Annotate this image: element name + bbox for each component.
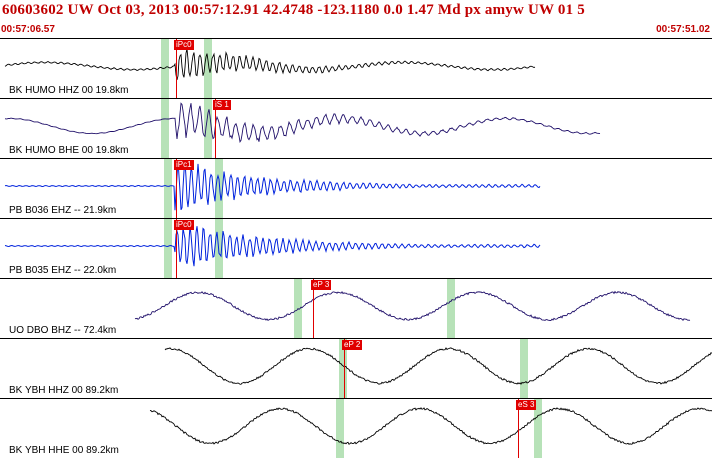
waveform-trace [134,290,691,322]
waveform-line [4,102,601,143]
waveform-line [4,161,541,211]
phase-pick-label[interactable]: iPc1 [174,160,194,170]
waveform-line [134,290,691,322]
phase-pick-line[interactable] [176,159,177,218]
channel-panel[interactable]: eS 3 BK YBH HHE 00 89.2km [0,398,712,458]
channel-label: BK YBH HHZ 00 89.2km [9,385,119,396]
phase-pick-line[interactable] [215,99,216,158]
pick-window-marker [534,399,542,458]
phase-pick-line[interactable] [344,339,345,398]
waveform-trace [4,161,541,211]
phase-pick-line[interactable] [518,399,519,458]
channel-panel[interactable]: iPc0 PB B035 EHZ -- 22.0km [0,218,712,278]
phase-pick-label[interactable]: iS 1 [213,100,231,110]
channel-label: BK YBH HHE 00 89.2km [9,445,119,456]
phase-pick-label[interactable]: eS 3 [516,400,537,410]
event-header: 60603602 UW Oct 03, 2013 00:57:12.91 42.… [0,0,712,38]
pick-window-marker [339,339,347,398]
waveform-line [4,225,541,267]
channel-label: UO DBO BHZ -- 72.4km [9,325,117,336]
pick-window-marker [164,219,172,278]
pick-window-marker [336,399,344,458]
waveform-trace [4,225,541,267]
phase-pick-label[interactable]: eP 3 [311,280,332,290]
pick-window-marker [215,159,223,218]
channel-label: PB B035 EHZ -- 22.0km [9,265,117,276]
pick-window-marker [447,279,455,338]
waveform-line [164,347,712,385]
seismogram-panels: iPc0 BK HUMO HHZ 00 19.8km iS 1 BK HUMO BHE… [0,38,712,458]
waveform-line [149,407,712,445]
channel-panel[interactable]: iPc0 BK HUMO HHZ 00 19.8km [0,38,712,98]
channel-label: BK HUMO HHZ 00 19.8km [9,85,129,96]
waveform-line [4,48,536,81]
channel-panel[interactable]: eP 3 UO DBO BHZ -- 72.4km [0,278,712,338]
window-end-time: 00:57:51.02 [656,24,710,35]
phase-pick-line[interactable] [176,219,177,278]
phase-pick-line[interactable] [176,39,177,98]
pick-window-marker [161,99,169,158]
phase-pick-label[interactable]: eP 2 [342,340,363,350]
pick-window-marker [204,39,212,98]
waveform-trace [4,102,601,143]
waveform-trace [164,347,712,385]
phase-pick-label[interactable]: iPc0 [174,40,194,50]
waveform-trace [4,48,536,81]
channel-label: BK HUMO BHE 00 19.8km [9,145,129,156]
phase-pick-line[interactable] [313,279,314,338]
pick-window-marker [164,159,172,218]
channel-panel[interactable]: iS 1 BK HUMO BHE 00 19.8km [0,98,712,158]
channel-label: PB B036 EHZ -- 21.9km [9,205,117,216]
window-start-time: 00:57:06.57 [1,24,55,35]
phase-pick-label[interactable]: iPc0 [174,220,194,230]
channel-panel[interactable]: iPc1 PB B036 EHZ -- 21.9km [0,158,712,218]
pick-window-marker [204,99,212,158]
channel-panel[interactable]: eP 2 BK YBH HHZ 00 89.2km [0,338,712,398]
waveform-trace [149,407,712,445]
event-summary-title: 60603602 UW Oct 03, 2013 00:57:12.91 42.… [2,2,585,18]
pick-window-marker [520,339,528,398]
